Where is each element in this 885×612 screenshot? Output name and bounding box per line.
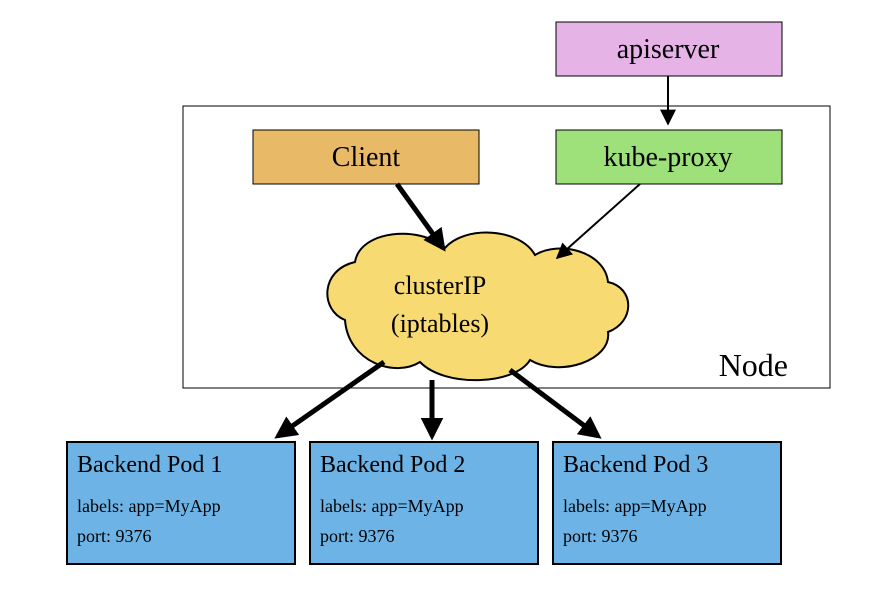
client-label: Client bbox=[332, 142, 401, 173]
cloud-line1: clusterIP bbox=[394, 271, 486, 300]
backend-pod-port: port: 9376 bbox=[320, 526, 395, 546]
node-label: Node bbox=[719, 347, 788, 383]
kubeproxy-label: kube-proxy bbox=[603, 142, 732, 173]
apiserver-label: apiserver bbox=[617, 34, 720, 65]
clusterip-cloud bbox=[327, 233, 628, 381]
backend-pod-title: Backend Pod 3 bbox=[563, 452, 708, 478]
backend-pod-port: port: 9376 bbox=[563, 526, 638, 546]
backend-pod-title: Backend Pod 2 bbox=[320, 452, 465, 478]
backend-pod-labels: labels: app=MyApp bbox=[77, 496, 221, 516]
backend-pod-title: Backend Pod 1 bbox=[77, 452, 222, 478]
backend-pod-labels: labels: app=MyApp bbox=[320, 496, 464, 516]
backend-pod-labels: labels: app=MyApp bbox=[563, 496, 707, 516]
cloud-line2: (iptables) bbox=[391, 309, 489, 338]
backend-pod-port: port: 9376 bbox=[77, 526, 152, 546]
